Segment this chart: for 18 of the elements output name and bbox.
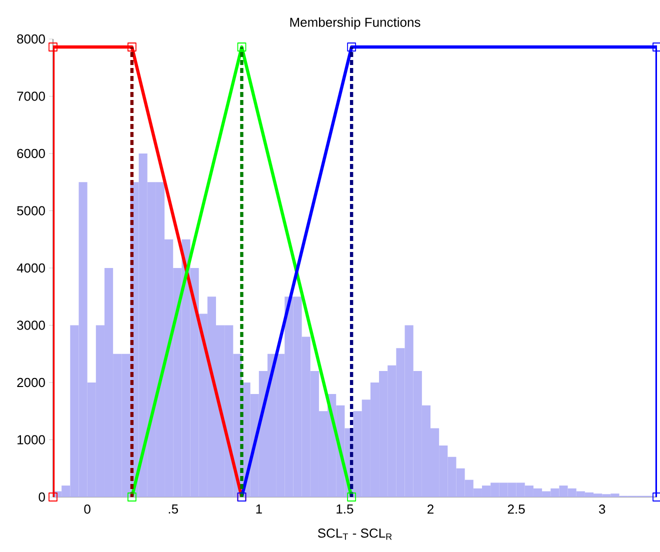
y-tick-label: 2000 xyxy=(17,378,45,388)
chart-title: Membership Functions xyxy=(290,17,420,30)
y-tick-label: 1000 xyxy=(18,435,45,444)
y-tick-label: 0 xyxy=(38,492,45,502)
y-tick-label: 8000 xyxy=(17,34,45,44)
x-tick-label: 2.5 xyxy=(508,504,525,514)
x-tick-label: 2 xyxy=(428,504,434,514)
x-tick-label: .5 xyxy=(168,504,178,514)
x-tick-label: 1 xyxy=(256,504,262,514)
x-tick-label: 1.5 xyxy=(336,504,354,514)
x-axis-title: SCL$_{T}$ - SCL$_{R}$ xyxy=(318,528,392,540)
x-tick-label: 3 xyxy=(598,504,606,514)
y-tick-label: 5000 xyxy=(17,206,45,216)
y-tick-label: 3000 xyxy=(17,320,45,330)
y-tick-label: 6000 xyxy=(17,148,45,158)
x-tick-label: 0 xyxy=(84,504,90,514)
y-tick-label: 4000 xyxy=(16,263,45,273)
y-tick-label: 7000 xyxy=(17,92,45,101)
